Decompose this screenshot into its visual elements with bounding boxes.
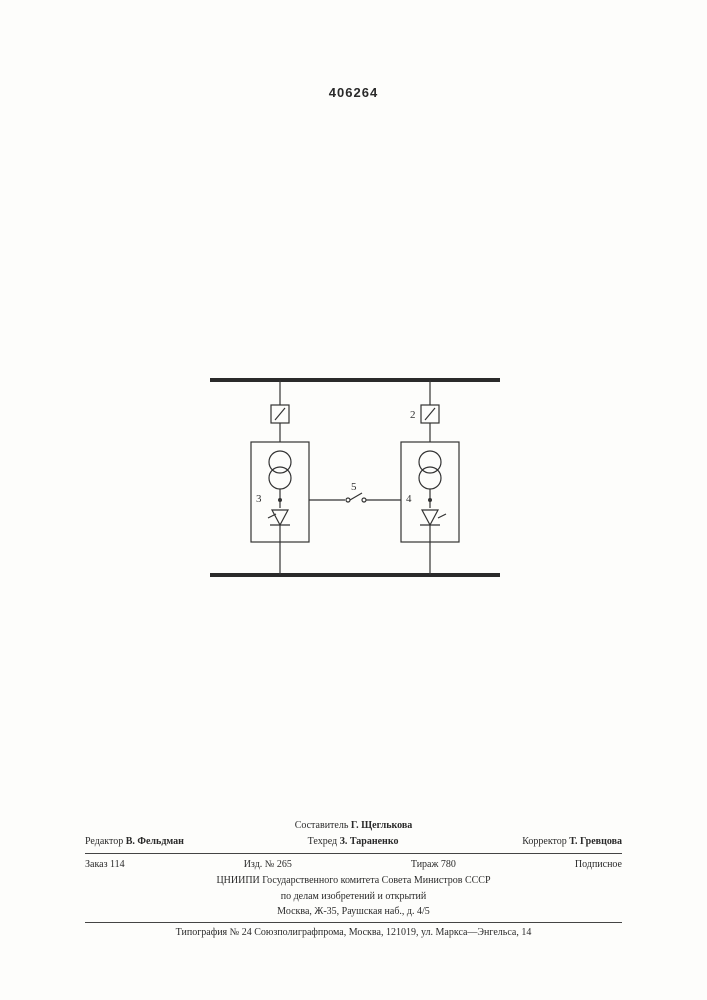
left-branch: 3 xyxy=(251,380,309,575)
circuit-svg: 3 2 xyxy=(210,370,500,585)
right-thyristor xyxy=(420,510,446,525)
order-no: 114 xyxy=(110,859,125,870)
left-thyristor xyxy=(268,510,290,525)
corrector-label: Корректор xyxy=(522,836,567,847)
right-box-label: 4 xyxy=(406,493,412,505)
typography-line: Типография № 24 Союзполиграфпрома, Москв… xyxy=(85,925,622,941)
left-box-label: 3 xyxy=(256,493,262,505)
switch-label: 5 xyxy=(351,481,357,493)
techred-label: Техред xyxy=(308,836,337,847)
left-node xyxy=(278,498,282,502)
right-breaker-label: 2 xyxy=(410,409,416,421)
tirazh-label: Тираж xyxy=(411,859,439,870)
tirazh-no: 780 xyxy=(441,859,456,870)
compiler-label: Составитель xyxy=(295,820,349,831)
editor-name: В. Фельдман xyxy=(126,836,184,847)
corrector-name: Т. Гревцова xyxy=(569,836,622,847)
org-line-2: по делам изобретений и открытий xyxy=(85,889,622,905)
colophon: Составитель Г. Щеглькова Редактор В. Фел… xyxy=(85,818,622,941)
addr-line: Москва, Ж-35, Раушская наб., д. 4/5 xyxy=(85,904,622,920)
left-transformer-bot xyxy=(269,467,291,489)
sign: Подписное xyxy=(575,858,622,872)
right-transformer-bot xyxy=(419,467,441,489)
order-label: Заказ xyxy=(85,859,108,870)
document-number: 406264 xyxy=(329,85,378,100)
page: 406264 3 xyxy=(0,0,707,1000)
editor-label: Редактор xyxy=(85,836,123,847)
org-line-1: ЦНИИПИ Государственного комитета Совета … xyxy=(85,873,622,889)
izd-label: Изд. № xyxy=(244,859,275,870)
tie-switch: 5 xyxy=(309,481,401,502)
right-node xyxy=(428,498,432,502)
techred-name: З. Тараненко xyxy=(340,836,399,847)
izd-no: 265 xyxy=(277,859,292,870)
circuit-diagram: 3 2 xyxy=(210,370,500,585)
compiler-name: Г. Щеглькова xyxy=(351,820,412,831)
right-branch: 2 4 xyxy=(401,380,459,575)
